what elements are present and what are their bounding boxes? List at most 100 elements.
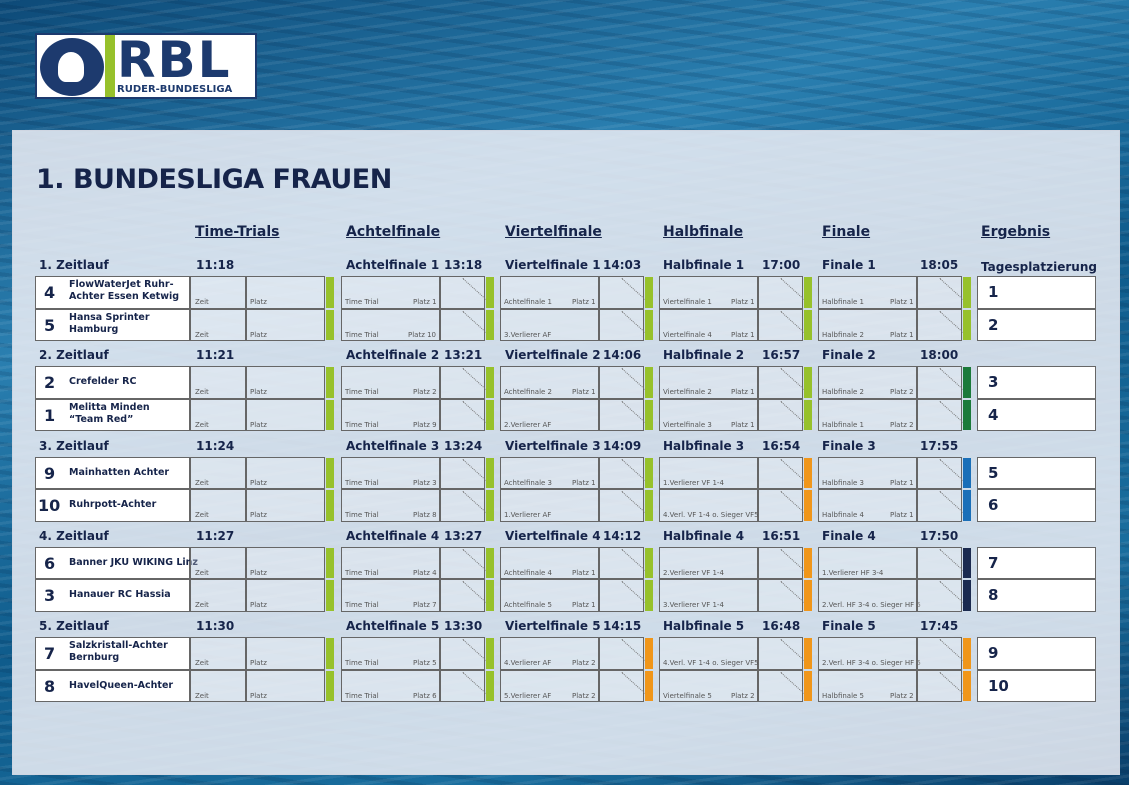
- f-slot: [818, 456, 917, 490]
- zeit-input[interactable]: [190, 456, 246, 490]
- platz-input[interactable]: [246, 398, 325, 432]
- zeit-input[interactable]: [190, 366, 246, 399]
- vf-result-input[interactable]: [599, 366, 644, 399]
- team-cell: [35, 308, 190, 341]
- f-result-input[interactable]: [917, 669, 962, 703]
- vf-place-label: Platz 1: [572, 388, 596, 397]
- zeit-input[interactable]: [190, 276, 246, 309]
- zeit-input[interactable]: [190, 398, 246, 432]
- af-result-input[interactable]: [440, 546, 485, 580]
- af-place-label: Platz 6: [413, 691, 437, 700]
- heat-title: 5. Zeitlauf: [39, 619, 109, 634]
- column-header-time-trials: Time-Trials: [195, 224, 280, 240]
- f-result-input[interactable]: [917, 308, 962, 341]
- f-result-input[interactable]: [917, 366, 962, 399]
- platz-input[interactable]: [246, 669, 325, 703]
- platz-input[interactable]: [246, 276, 325, 309]
- af-result-input[interactable]: [440, 366, 485, 399]
- f-title: Finale 5: [822, 619, 876, 634]
- hf-result-input[interactable]: [758, 398, 803, 432]
- f-slot: [818, 489, 917, 522]
- zeit-label: Zeit: [195, 659, 209, 668]
- f-result-input[interactable]: [917, 276, 962, 309]
- heat-time: 11:21: [196, 348, 235, 363]
- af-result-input[interactable]: [440, 579, 485, 612]
- af-source-label: Time Trial: [345, 298, 379, 306]
- ranking-number: 2: [988, 315, 999, 334]
- vf-result-input[interactable]: [599, 398, 644, 432]
- af-slot: [341, 637, 440, 670]
- hf-slot: [659, 669, 758, 703]
- vf-result-input[interactable]: [599, 276, 644, 309]
- zeit-input[interactable]: [190, 546, 246, 580]
- f-result-input[interactable]: [917, 546, 962, 580]
- vf-result-input[interactable]: [599, 669, 644, 703]
- hf-result-input[interactable]: [758, 366, 803, 399]
- platz-input[interactable]: [246, 637, 325, 670]
- hf-result-input[interactable]: [758, 308, 803, 341]
- vf-result-input[interactable]: [599, 546, 644, 580]
- f-result-input[interactable]: [917, 398, 962, 432]
- af-result-input[interactable]: [440, 276, 485, 309]
- status-bar: [963, 490, 971, 521]
- ranking-number: 6: [988, 496, 999, 515]
- status-bar: [326, 277, 334, 308]
- zeit-input[interactable]: [190, 308, 246, 341]
- hf-result-input[interactable]: [758, 637, 803, 670]
- platz-input[interactable]: [246, 579, 325, 612]
- hf-result-input[interactable]: [758, 579, 803, 612]
- zeit-input[interactable]: [190, 489, 246, 522]
- af-result-input[interactable]: [440, 308, 485, 341]
- vf-slot: [500, 637, 599, 670]
- f-result-input[interactable]: [917, 456, 962, 490]
- hf-result-input[interactable]: [758, 456, 803, 490]
- vf-result-input[interactable]: [599, 308, 644, 341]
- vf-title: Viertelfinale 4: [505, 528, 601, 543]
- hf-place-label: Platz 1: [731, 420, 755, 429]
- af-result-input[interactable]: [440, 489, 485, 522]
- hf-source-label: Viertelfinale 2: [663, 388, 712, 397]
- af-result-input[interactable]: [440, 398, 485, 432]
- af-place-label: Platz 8: [413, 511, 437, 520]
- f-result-input[interactable]: [917, 579, 962, 612]
- vf-result-input[interactable]: [599, 579, 644, 612]
- zeit-input[interactable]: [190, 637, 246, 670]
- hf-result-input[interactable]: [758, 276, 803, 309]
- vf-place-label: Platz 2: [572, 659, 596, 668]
- logo-text: RBL: [117, 31, 232, 89]
- af-source-label: Time Trial: [345, 659, 379, 668]
- vf-place-label: Platz 2: [572, 691, 596, 700]
- zeit-label: Zeit: [195, 601, 209, 610]
- af-result-input[interactable]: [440, 456, 485, 490]
- platz-input[interactable]: [246, 308, 325, 341]
- platz-input[interactable]: [246, 456, 325, 490]
- hf-result-input[interactable]: [758, 669, 803, 703]
- hf-result-input[interactable]: [758, 546, 803, 580]
- platz-input[interactable]: [246, 489, 325, 522]
- f-title: Finale 1: [822, 258, 876, 272]
- vf-place-label: Platz 1: [572, 478, 596, 487]
- vf-slot: [500, 489, 599, 522]
- platz-input[interactable]: [246, 366, 325, 399]
- hf-result-input[interactable]: [758, 489, 803, 522]
- zeit-input[interactable]: [190, 669, 246, 703]
- status-bar: [645, 457, 653, 489]
- f-source-label: Halbfinale 1: [822, 420, 865, 429]
- platz-input[interactable]: [246, 546, 325, 580]
- af-source-label: Time Trial: [345, 511, 379, 520]
- vf-result-input[interactable]: [599, 456, 644, 490]
- f-result-input[interactable]: [917, 489, 962, 522]
- vf-result-input[interactable]: [599, 489, 644, 522]
- hf-slot: [659, 366, 758, 399]
- af-title: Achtelfinale 5: [346, 619, 440, 634]
- f-source-label: Halbfinale 5: [822, 691, 865, 700]
- af-result-input[interactable]: [440, 637, 485, 670]
- af-result-input[interactable]: [440, 669, 485, 703]
- vf-slot: [500, 398, 599, 432]
- hf-slot: [659, 546, 758, 580]
- f-result-input[interactable]: [917, 637, 962, 670]
- vf-slot: [500, 579, 599, 612]
- vf-result-input[interactable]: [599, 637, 644, 670]
- af-source-label: Time Trial: [345, 568, 379, 577]
- zeit-input[interactable]: [190, 579, 246, 612]
